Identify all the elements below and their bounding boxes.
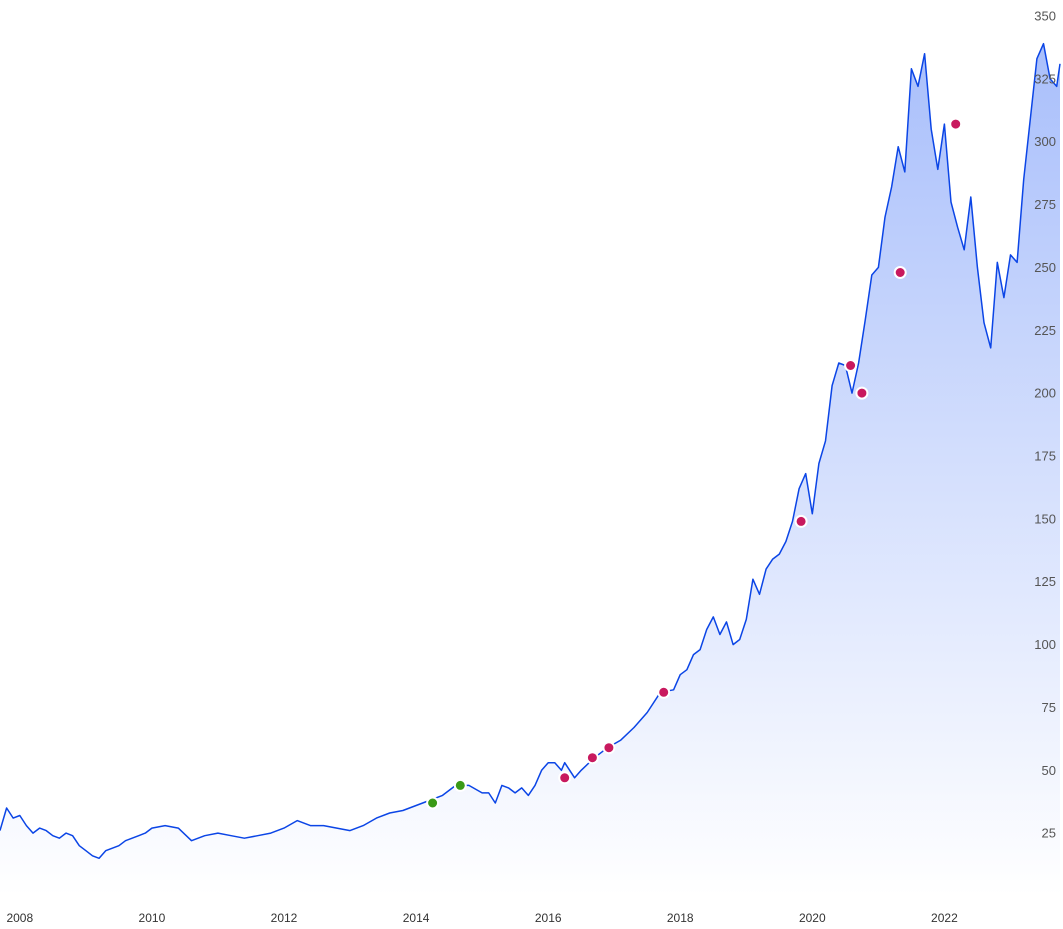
- x-tick-label-2020: 2020: [799, 911, 826, 925]
- event-markers: [426, 117, 963, 810]
- marker-red-3: [585, 751, 599, 765]
- y-tick-label-50: 50: [1042, 763, 1056, 778]
- y-axis: 25 50 75 100 125 150 175 200 225 250 275 300 325 350: [1034, 9, 1056, 841]
- series-line: [0, 42, 1061, 860]
- y-tick-label-350: 350: [1034, 9, 1056, 24]
- x-axis: 2008 2010 2012 2014 2016 2018 2020 2022: [6, 911, 958, 925]
- y-tick-label-200: 200: [1034, 386, 1056, 401]
- plot-area: [0, 42, 1061, 896]
- marker-red-5: [657, 685, 671, 699]
- y-tick-label-125: 125: [1034, 574, 1056, 589]
- marker-red-9: [893, 266, 907, 279]
- y-tick-label-25: 25: [1042, 826, 1056, 841]
- y-tick-label-75: 75: [1042, 700, 1056, 715]
- x-tick-label-2022: 2022: [931, 911, 958, 925]
- marker-red-7: [844, 359, 858, 372]
- area-fill: [0, 43, 1060, 896]
- y-tick-label-300: 300: [1034, 134, 1056, 149]
- marker-red-6: [794, 514, 808, 528]
- marker-red-10: [949, 117, 963, 131]
- marker-green-0: [426, 796, 440, 810]
- y-tick-label-250: 250: [1034, 260, 1056, 275]
- x-tick-label-2016: 2016: [535, 911, 562, 925]
- x-tick-label-2008: 2008: [6, 911, 33, 925]
- y-tick-label-325: 325: [1034, 71, 1056, 86]
- x-tick-label-2012: 2012: [271, 911, 298, 925]
- y-tick-label-100: 100: [1034, 637, 1056, 652]
- marker-green-1: [453, 778, 467, 792]
- y-tick-label-175: 175: [1034, 449, 1056, 464]
- y-tick-label-275: 275: [1034, 197, 1056, 212]
- x-tick-label-2018: 2018: [667, 911, 694, 925]
- x-tick-label-2010: 2010: [139, 911, 166, 925]
- marker-red-8: [855, 386, 869, 400]
- marker-red-2: [558, 771, 572, 785]
- y-tick-label-225: 225: [1034, 323, 1056, 338]
- marker-red-4: [602, 741, 616, 755]
- x-tick-label-2014: 2014: [403, 911, 430, 925]
- y-tick-label-150: 150: [1034, 511, 1056, 526]
